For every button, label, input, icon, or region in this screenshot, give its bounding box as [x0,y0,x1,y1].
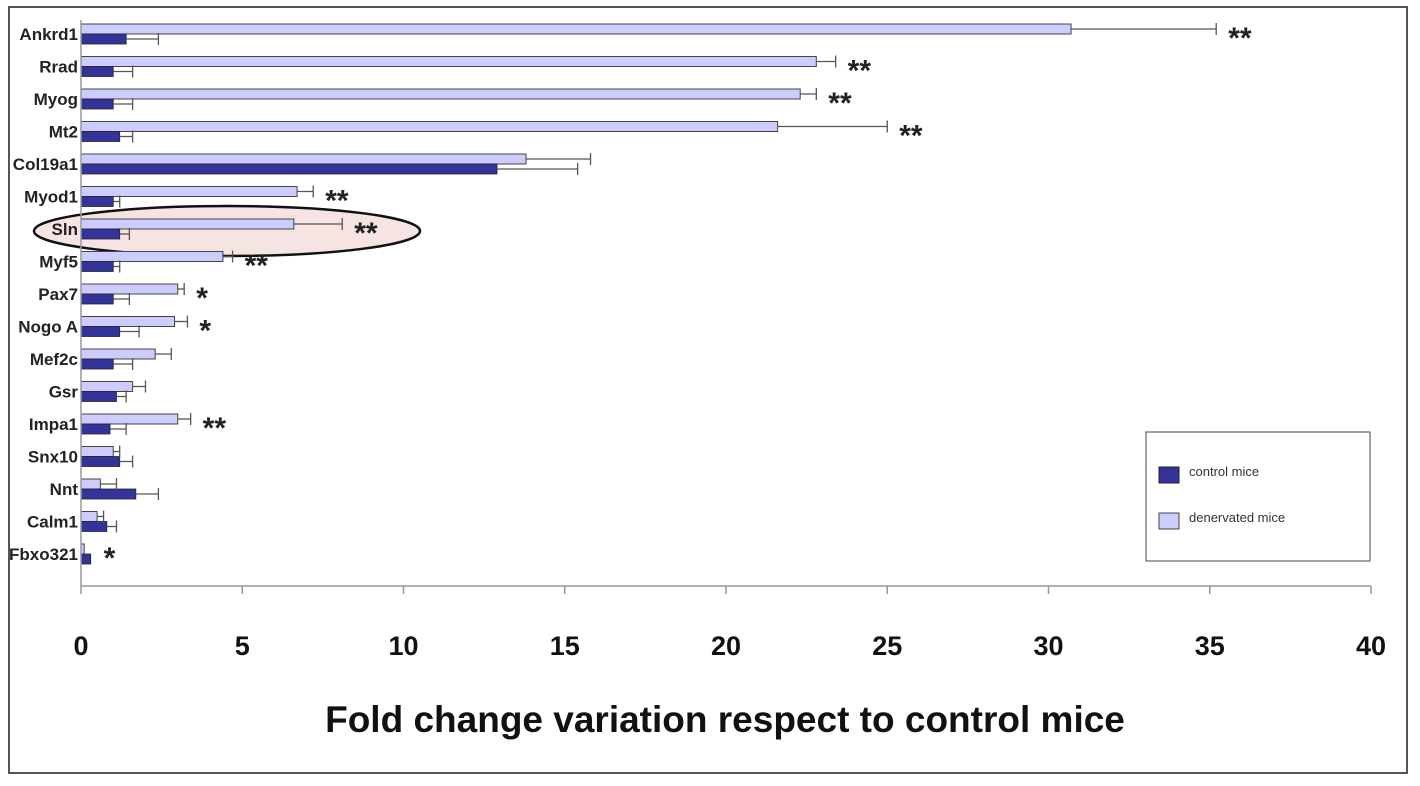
category-label: Myog [34,90,78,109]
category-label: Fbxo321 [9,545,78,564]
x-axis-title: Fold change variation respect to control… [325,699,1125,740]
x-tick-label: 25 [872,631,902,661]
significance-marker: ** [354,217,378,250]
control-bar [80,326,121,337]
legend-label-denervated: denervated mice [1189,510,1285,525]
category-label: Sln [52,220,78,239]
category-labels-layer: Ankrd1 Rrad Myog Mt2 Col19a1 Myod1 Sln Myf5 Pax7… [9,25,78,564]
significance-marker: ** [899,120,923,153]
control-bar [80,391,117,402]
denervated-bar [80,316,176,327]
control-bar [80,293,114,305]
denervated-bar [80,381,134,392]
category-label: Nnt [50,480,79,499]
control-bar [80,456,121,467]
denervated-bar [80,446,114,457]
denervated-bar [80,23,1072,35]
significance-marker: * [104,542,116,575]
category-label: Gsr [49,383,79,402]
significance-marker: ** [203,412,227,445]
significance-marker: ** [325,185,349,218]
denervated-bar [80,511,98,522]
control-bar [80,261,114,272]
denervated-bar [80,478,101,490]
legend-swatch-denervated [1158,512,1180,530]
x-tick-label: 20 [711,631,741,661]
category-label: Myf5 [39,253,78,272]
bars-layer [80,23,1072,565]
x-tick-label: 30 [1033,631,1063,661]
x-tick-label: 35 [1195,631,1225,661]
category-label: Calm1 [27,513,78,532]
category-label: Mef2c [30,350,78,369]
significance-marker: * [196,282,208,315]
denervated-bar [80,218,295,230]
x-tick-label: 15 [550,631,580,661]
denervated-bar [80,88,801,100]
x-tick-label: 0 [73,631,88,661]
category-label: Nogo A [18,318,78,337]
denervated-bar [80,251,224,262]
x-axis: 0 5 10 15 20 25 30 35 40 [73,20,1386,661]
category-label: Pax7 [38,285,78,304]
denervated-bar [80,186,298,197]
significance-layer: ******************* [104,22,1252,575]
category-label: Ankrd1 [19,25,78,44]
legend-swatch-control [1158,466,1180,484]
category-label: Col19a1 [13,155,78,174]
category-label: Rrad [39,58,78,77]
denervated-bar [80,283,179,295]
category-label: Mt2 [49,123,78,142]
significance-marker: ** [828,87,852,120]
category-label: Snx10 [28,448,78,467]
control-bar [80,358,114,370]
denervated-bar [80,413,179,425]
chart-frame [8,6,1408,774]
control-bar [80,553,92,565]
control-bar [80,131,121,142]
legend-box [1145,431,1371,562]
control-bar [80,423,111,435]
control-bar [80,163,498,175]
denervated-bar [80,153,527,165]
control-bar [80,98,114,110]
control-bar [80,228,121,240]
category-label: Impa1 [29,415,78,434]
denervated-bar [80,56,817,67]
control-bar [80,521,108,532]
denervated-bar [80,121,779,132]
control-bar [80,66,114,77]
x-tick-label: 5 [235,631,250,661]
x-tick-label: 10 [388,631,418,661]
x-tick-label: 40 [1356,631,1386,661]
control-bar [80,33,127,45]
control-bar [80,196,114,207]
error-bars-layer [97,23,1217,533]
significance-marker: ** [848,55,872,88]
category-label: Myod1 [24,188,78,207]
significance-marker: * [199,315,211,348]
control-bar [80,488,137,500]
legend-label-control: control mice [1189,464,1259,479]
legend: control mice denervated mice [1145,431,1371,562]
denervated-bar [80,348,156,360]
significance-marker: ** [1228,22,1252,55]
significance-marker: ** [245,250,269,283]
